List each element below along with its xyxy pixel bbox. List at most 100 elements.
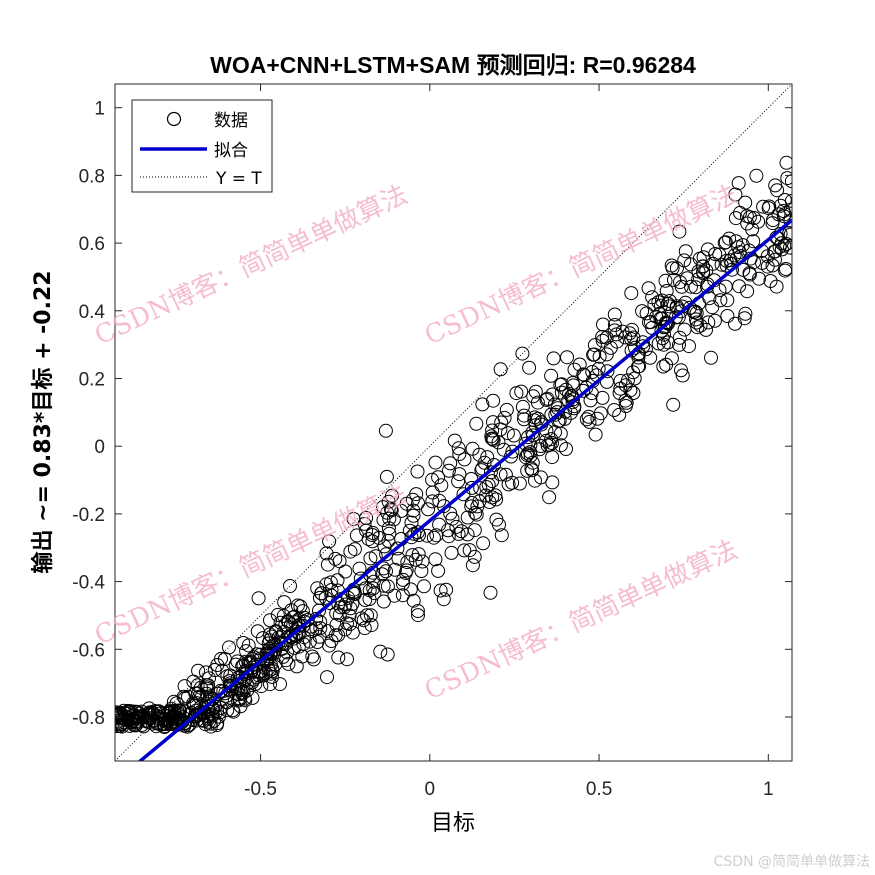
y-tick-label: 0.6 bbox=[79, 234, 105, 255]
data-point bbox=[203, 719, 218, 734]
data-point bbox=[673, 275, 687, 290]
data-point bbox=[525, 455, 540, 470]
data-point bbox=[405, 548, 420, 563]
data-point bbox=[720, 309, 735, 323]
data-point bbox=[465, 558, 480, 573]
data-point bbox=[372, 530, 387, 545]
data-point bbox=[251, 591, 266, 606]
data-point bbox=[380, 647, 395, 662]
data-point bbox=[672, 224, 687, 239]
data-point bbox=[696, 250, 711, 265]
data-point bbox=[172, 703, 187, 718]
data-point bbox=[718, 235, 733, 250]
data-point bbox=[462, 543, 477, 558]
data-point bbox=[273, 677, 287, 692]
data-point bbox=[554, 385, 569, 400]
data-point bbox=[322, 638, 337, 653]
data-point bbox=[406, 508, 421, 523]
data-point bbox=[150, 716, 165, 731]
data-point bbox=[283, 579, 297, 593]
data-point bbox=[417, 579, 431, 594]
data-point bbox=[345, 597, 360, 611]
data-point bbox=[672, 330, 687, 345]
data-point bbox=[353, 571, 368, 586]
data-point bbox=[447, 433, 462, 448]
data-point bbox=[591, 361, 606, 376]
y-axis: -0.8 -0.6 -0.4 -0.2 0 0.2 0.4 0.6 0.8 1 bbox=[72, 99, 792, 729]
data-point bbox=[375, 567, 390, 582]
data-point bbox=[487, 458, 501, 472]
data-point bbox=[729, 234, 743, 249]
data-point bbox=[347, 542, 362, 557]
data-point bbox=[382, 526, 397, 541]
data-point bbox=[518, 436, 533, 451]
data-point bbox=[434, 478, 449, 493]
data-point bbox=[494, 415, 509, 430]
data-point bbox=[214, 651, 228, 666]
data-point bbox=[678, 244, 693, 259]
data-point bbox=[345, 625, 360, 640]
data-point bbox=[515, 399, 530, 414]
data-point bbox=[367, 586, 382, 601]
data-point bbox=[624, 286, 639, 301]
data-point bbox=[593, 406, 608, 421]
data-point bbox=[215, 663, 230, 678]
data-point bbox=[777, 207, 792, 222]
data-point bbox=[436, 592, 451, 607]
data-point bbox=[278, 617, 293, 632]
data-point bbox=[265, 661, 280, 676]
data-point bbox=[287, 609, 302, 624]
data-point bbox=[170, 706, 185, 721]
data-point bbox=[449, 519, 464, 534]
data-point bbox=[493, 362, 508, 377]
data-point bbox=[477, 455, 492, 470]
data-point bbox=[733, 205, 747, 220]
data-point bbox=[756, 199, 771, 214]
data-point bbox=[545, 387, 560, 402]
data-point bbox=[559, 442, 573, 456]
data-point bbox=[658, 273, 673, 288]
data-point bbox=[142, 701, 157, 716]
data-point bbox=[473, 481, 488, 496]
data-point bbox=[512, 476, 527, 491]
data-point bbox=[398, 565, 413, 580]
data-point bbox=[547, 397, 562, 412]
data-point bbox=[357, 516, 372, 531]
data-point bbox=[205, 692, 220, 706]
data-point bbox=[619, 395, 634, 410]
data-point bbox=[760, 259, 775, 274]
data-point bbox=[222, 640, 236, 655]
data-point bbox=[469, 416, 484, 431]
data-point bbox=[673, 304, 688, 319]
data-point bbox=[545, 450, 560, 465]
data-point bbox=[779, 155, 792, 170]
data-point bbox=[432, 493, 447, 508]
data-point bbox=[641, 281, 656, 296]
data-point bbox=[420, 528, 434, 543]
data-point bbox=[429, 528, 444, 543]
data-point bbox=[476, 536, 491, 551]
data-point bbox=[144, 705, 159, 719]
data-point bbox=[576, 383, 591, 398]
data-point bbox=[431, 563, 446, 578]
data-point bbox=[457, 452, 472, 467]
data-point bbox=[595, 390, 610, 405]
watermark-text: CSDN博客：简简单单做算法 bbox=[90, 180, 412, 351]
data-point bbox=[582, 414, 597, 429]
data-point bbox=[428, 552, 443, 567]
data-point bbox=[702, 291, 717, 306]
data-point bbox=[263, 613, 277, 628]
data-point bbox=[713, 293, 728, 308]
data-point bbox=[290, 598, 305, 613]
data-point bbox=[168, 707, 183, 722]
data-point bbox=[177, 715, 192, 730]
data-point bbox=[770, 183, 785, 198]
y-tick-label: 0.4 bbox=[79, 302, 106, 323]
data-point bbox=[192, 689, 207, 704]
data-point bbox=[365, 528, 380, 542]
data-point bbox=[213, 701, 228, 715]
data-point bbox=[688, 304, 703, 319]
data-point bbox=[624, 332, 639, 346]
data-point bbox=[625, 322, 639, 337]
